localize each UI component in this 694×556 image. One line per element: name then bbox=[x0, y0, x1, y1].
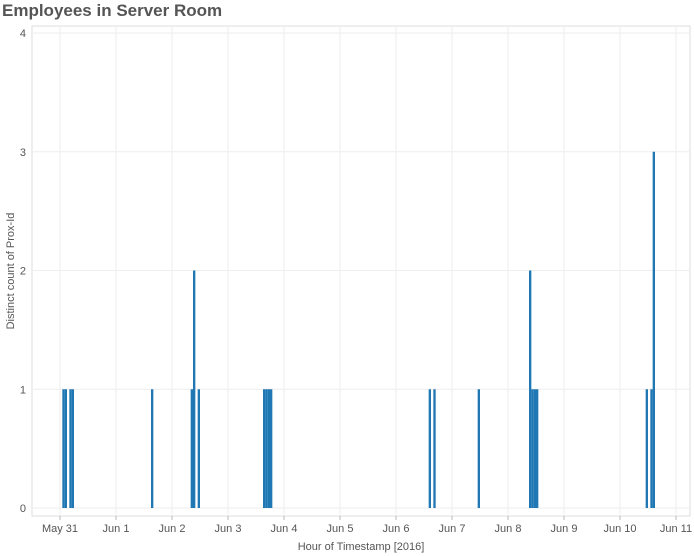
x-tick-label: Jun 5 bbox=[327, 523, 354, 535]
bar bbox=[536, 389, 539, 508]
x-tick-label: Jun 10 bbox=[603, 523, 636, 535]
bar bbox=[267, 389, 270, 508]
x-tick-label: Jun 3 bbox=[215, 523, 242, 535]
x-tick-label: Jun 4 bbox=[271, 523, 298, 535]
x-tick-label: Jun 8 bbox=[495, 523, 522, 535]
bar bbox=[531, 389, 534, 508]
bar bbox=[151, 389, 154, 508]
bar bbox=[477, 389, 480, 508]
y-axis-label: Distinct count of Prox-Id bbox=[5, 213, 17, 330]
y-tick-label: 0 bbox=[20, 503, 26, 515]
x-tick-label: Jun 2 bbox=[159, 523, 186, 535]
x-tick-label: Jun 7 bbox=[439, 523, 466, 535]
bar bbox=[270, 389, 273, 508]
bar bbox=[533, 389, 536, 508]
bar bbox=[190, 389, 193, 508]
bar bbox=[428, 389, 431, 508]
x-axis-label: Hour of Timestamp [2016] bbox=[298, 541, 425, 553]
y-tick-label: 3 bbox=[20, 147, 26, 159]
x-tick-label: Jun 1 bbox=[103, 523, 130, 535]
bar bbox=[433, 389, 436, 508]
x-tick-label: Jun 11 bbox=[660, 523, 692, 535]
x-tick-label: May 31 bbox=[42, 523, 78, 535]
bar bbox=[265, 389, 268, 508]
bar bbox=[650, 389, 653, 508]
bar bbox=[71, 389, 74, 508]
bar bbox=[652, 151, 655, 508]
bar bbox=[193, 270, 196, 508]
chart-title: Employees in Server Room bbox=[2, 1, 223, 20]
bar bbox=[64, 389, 67, 508]
bar bbox=[197, 389, 200, 508]
y-tick-label: 1 bbox=[20, 384, 26, 396]
bar bbox=[62, 389, 65, 508]
y-tick-label: 4 bbox=[20, 28, 26, 40]
bar bbox=[645, 389, 648, 508]
bar bbox=[69, 389, 72, 508]
bar bbox=[529, 270, 532, 508]
bar bbox=[263, 389, 266, 508]
y-tick-label: 2 bbox=[20, 266, 26, 278]
x-tick-label: Jun 9 bbox=[551, 523, 578, 535]
x-tick-label: Jun 6 bbox=[383, 523, 410, 535]
